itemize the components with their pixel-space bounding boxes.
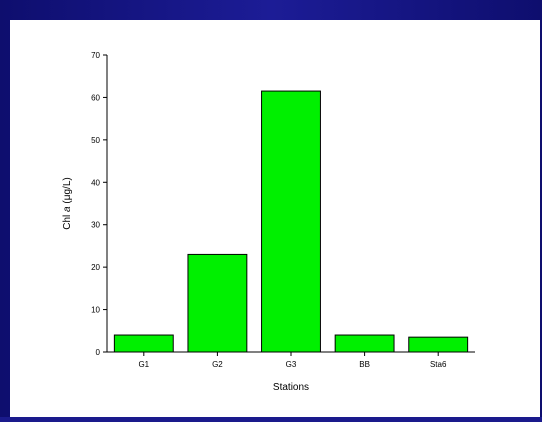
bars-group [113, 90, 469, 353]
x-axis: G1 G2 G3 BB Sta6 [107, 351, 475, 369]
y-axis-title: Chl a (μg/L) [62, 177, 73, 229]
bar-chart: 0 10 20 30 40 50 60 70 G1 G2 G3 BB Sta6 Stations Ch… [62, 51, 475, 393]
y-tick-label: 30 [91, 221, 100, 230]
bar-g1 [113, 334, 174, 353]
y-tick-label: 70 [91, 51, 100, 60]
y-tick-label: 20 [91, 263, 100, 272]
y-axis: 0 10 20 30 40 50 60 70 [91, 51, 108, 357]
bar-sta6 [408, 336, 469, 353]
x-axis-title: Stations [273, 382, 309, 393]
y-tick-label: 50 [91, 136, 100, 145]
bar-g2 [187, 253, 248, 353]
y-tick-label: 40 [91, 178, 100, 187]
y-tick-label: 10 [91, 306, 100, 315]
y-axis-title-italic: a [62, 206, 73, 212]
y-axis-title-suffix: (μg/L) [62, 177, 73, 206]
bar-bb [334, 334, 395, 353]
x-tick-label: G2 [212, 360, 223, 369]
x-tick-label: BB [359, 360, 370, 369]
x-tick-label: G1 [138, 360, 149, 369]
chart-panel: 0 10 20 30 40 50 60 70 G1 G2 G3 BB Sta6 Stations Ch… [10, 20, 540, 417]
x-tick-label: G3 [286, 360, 297, 369]
bar-g3 [261, 90, 321, 353]
x-tick-label: Sta6 [430, 360, 447, 369]
y-tick-label: 60 [91, 93, 100, 102]
y-axis-title-prefix: Chl [62, 212, 73, 230]
y-tick-label: 0 [96, 348, 101, 357]
